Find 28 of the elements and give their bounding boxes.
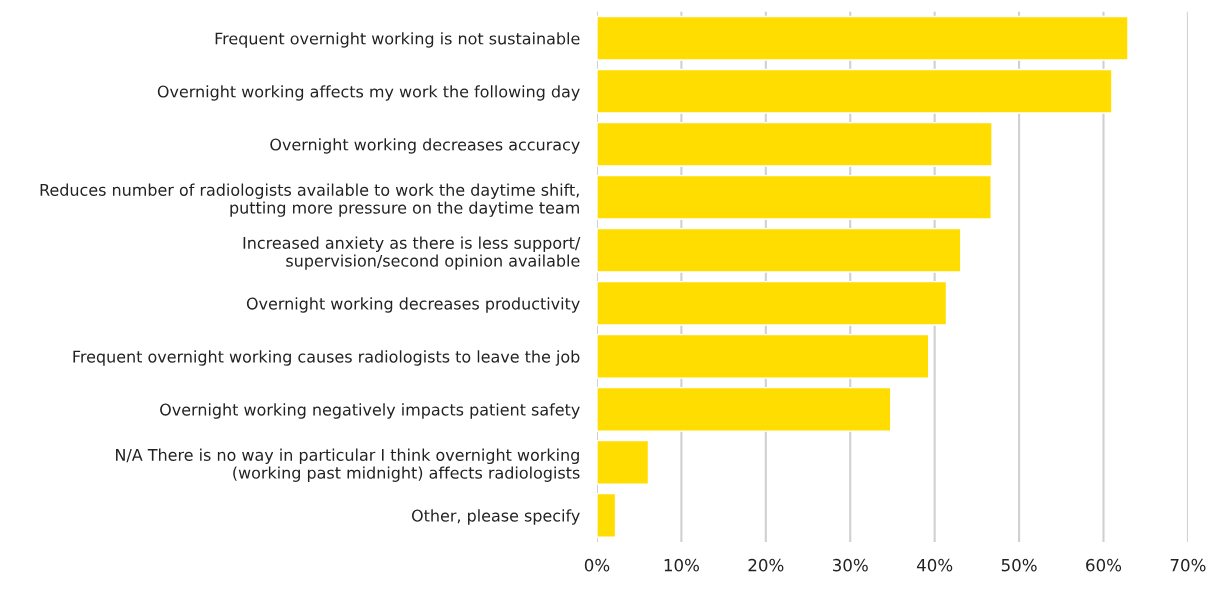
bar bbox=[596, 227, 962, 273]
y-tick-label: Reduces number of radiologists available to work the daytime shift, putting more pressure on the daytime team bbox=[40, 183, 579, 217]
bar bbox=[596, 15, 1129, 61]
bar bbox=[596, 439, 650, 485]
bar bbox=[596, 121, 993, 167]
bar bbox=[596, 492, 617, 538]
x-tick-label: 30% bbox=[832, 558, 868, 572]
x-tick-label: 50% bbox=[1001, 558, 1037, 572]
y-tick-label: Frequent overnight working is not sustainable bbox=[215, 32, 580, 48]
bar bbox=[596, 280, 948, 326]
y-tick-label: Overnight working negatively impacts patient safety bbox=[160, 403, 580, 419]
x-tick-label: 20% bbox=[748, 558, 784, 572]
bar bbox=[596, 174, 992, 220]
y-tick-label: Overnight working decreases productivity bbox=[246, 297, 580, 313]
y-tick-label: Other, please specify bbox=[411, 509, 580, 525]
y-tick-label: N/A There is no way in particular I think overnight working (working past midnight) affects radiologists bbox=[116, 448, 580, 482]
y-tick-label: Frequent overnight working causes radiologists to leave the job bbox=[73, 350, 580, 366]
x-tick-label: 40% bbox=[916, 558, 953, 572]
bar bbox=[596, 68, 1113, 114]
y-tick-label: Increased anxiety as there is less support/ supervision/second opinion available bbox=[243, 236, 581, 270]
x-tick-label: 0% bbox=[584, 558, 610, 572]
y-tick-label: Overnight working decreases accuracy bbox=[270, 138, 580, 154]
x-tick-label: 70% bbox=[1170, 558, 1206, 572]
y-tick-label: Overnight working affects my work the following day bbox=[157, 85, 580, 101]
bar bbox=[596, 333, 930, 379]
x-tick-label: 60% bbox=[1086, 558, 1122, 572]
x-tick-label: 10% bbox=[664, 558, 699, 572]
bar bbox=[596, 386, 892, 432]
